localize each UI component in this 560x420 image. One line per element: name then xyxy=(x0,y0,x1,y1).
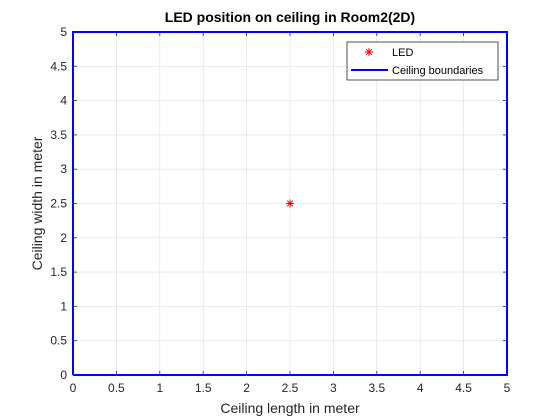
y-tick-label: 5 xyxy=(60,25,67,39)
x-tick-label: 3.5 xyxy=(368,381,385,395)
y-tick-label: 1.5 xyxy=(50,265,67,279)
tick-labels: 0 0.5 1 1.5 2 2.5 3 3.5 4 4.5 5 0 0.5 1 1.5 2 2.5 3 3.5 4 4.… xyxy=(50,25,510,395)
x-tick-label: 2.5 xyxy=(282,381,299,395)
x-tick-label: 0 xyxy=(70,381,77,395)
legend-label-led: LED xyxy=(392,47,413,59)
y-tick-label: 3 xyxy=(60,162,67,176)
legend-box xyxy=(346,41,499,81)
legend-led-marker xyxy=(365,48,373,56)
x-tick-label: 4 xyxy=(417,381,424,395)
y-tick-label: 4 xyxy=(60,94,67,108)
y-tick-label: 0.5 xyxy=(50,334,67,348)
y-tick-label: 3.5 xyxy=(50,128,67,142)
x-tick-label: 5 xyxy=(504,381,511,395)
x-tick-label: 2 xyxy=(243,381,250,395)
y-tick-label: 2.5 xyxy=(50,197,67,211)
x-tick-label: 0.5 xyxy=(108,381,125,395)
x-tick-label: 1 xyxy=(156,381,163,395)
x-tick-label: 1.5 xyxy=(195,381,212,395)
legend: LED Ceiling boundaries xyxy=(346,41,499,81)
legend-label-ceiling-boundaries: Ceiling boundaries xyxy=(392,65,484,77)
y-tick-label: 2 xyxy=(60,231,67,245)
x-tick-label: 3 xyxy=(330,381,337,395)
x-tick-label: 4.5 xyxy=(455,381,472,395)
y-tick-label: 4.5 xyxy=(50,59,67,73)
x-axis-label: Ceiling length in meter xyxy=(220,400,360,416)
ceiling-boundary-line xyxy=(72,31,508,376)
y-tick-label: 1 xyxy=(60,299,67,313)
legend-led-asterisk xyxy=(365,48,373,56)
chart-title: LED position on ceiling in Room2(2D) xyxy=(165,9,415,25)
y-axis-label: Ceiling width in meter xyxy=(29,136,45,270)
series-layer xyxy=(72,31,508,376)
y-tick-label: 0 xyxy=(60,368,67,382)
led-marker xyxy=(286,199,294,208)
